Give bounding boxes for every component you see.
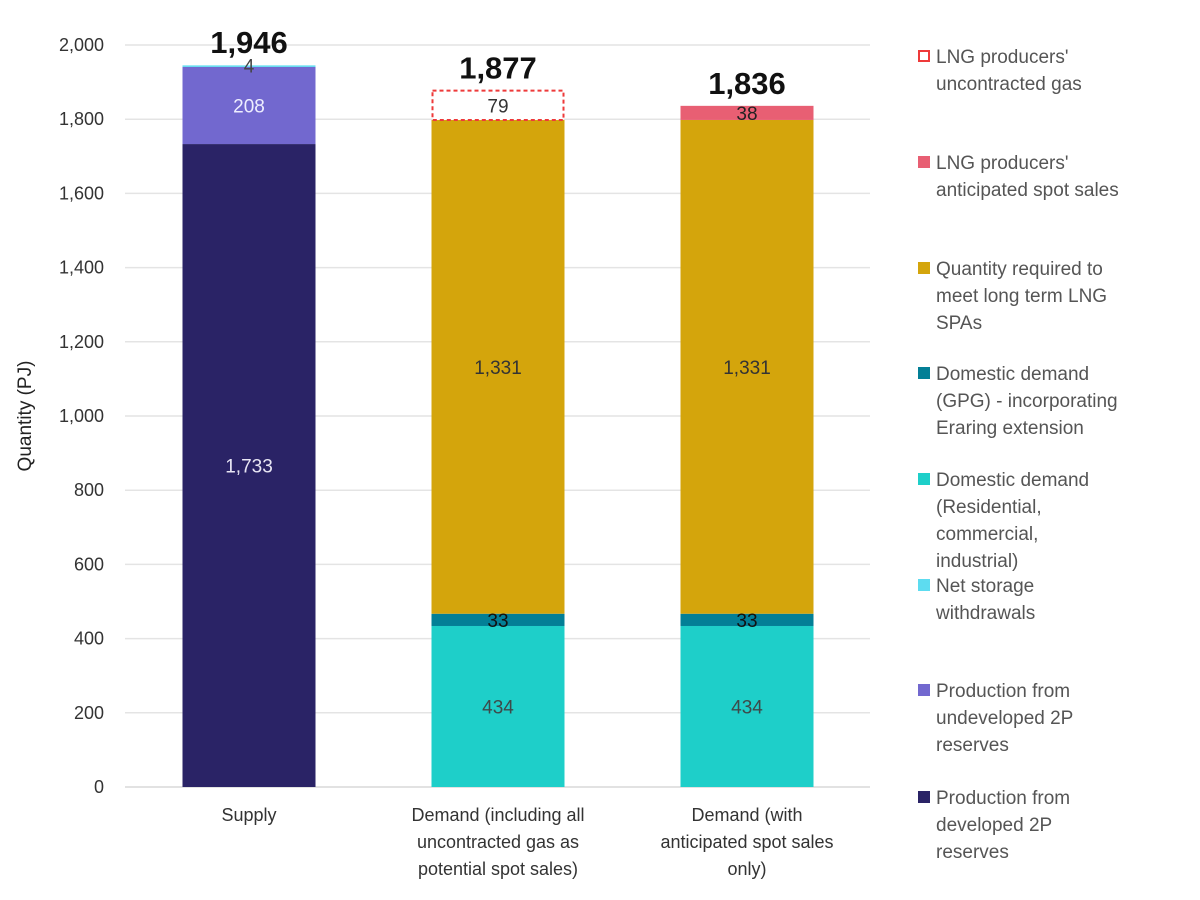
bar-stack bbox=[182, 65, 316, 787]
bar-segment bbox=[680, 613, 814, 626]
y-tick-label: 800 bbox=[74, 480, 104, 500]
legend-label: Production from undeveloped 2P reserves bbox=[936, 678, 1186, 759]
legend-label-line: Domestic demand bbox=[936, 470, 1090, 491]
legend-swatch bbox=[918, 367, 930, 379]
legend-label-line: uncontracted gas bbox=[936, 74, 1082, 95]
legend-swatch bbox=[918, 156, 930, 168]
legend-swatch bbox=[918, 473, 930, 485]
legend-label-line: LNG producers' bbox=[936, 153, 1069, 174]
y-axis-ticks: 0 200 400 600 800 1,000 1,200 1,400 1,600 1,800 2,… bbox=[59, 35, 104, 797]
legend-item: Production from developed 2P reserves bbox=[918, 785, 1186, 866]
legend-label-line: undeveloped 2P bbox=[936, 708, 1074, 729]
legend-label-line: reserves bbox=[936, 842, 1009, 863]
total-label: 1,946 bbox=[210, 25, 288, 60]
stacked-bar-chart: 0 200 400 600 800 1,000 1,200 1,400 1,600 1,800 2,… bbox=[15, 25, 870, 879]
y-tick-label: 400 bbox=[74, 629, 104, 649]
y-tick-label: 2,000 bbox=[59, 35, 104, 55]
data-label: 1,331 bbox=[723, 358, 771, 379]
data-label: 33 bbox=[487, 611, 508, 632]
total-label: 1,877 bbox=[459, 51, 537, 86]
data-label: 38 bbox=[736, 104, 757, 125]
legend-label-line: industrial) bbox=[936, 551, 1019, 572]
legend-label-line: LNG producers' bbox=[936, 47, 1069, 68]
legend-label-line: meet long term LNG bbox=[936, 286, 1108, 307]
y-tick-label: 1,200 bbox=[59, 332, 104, 352]
bar-segment bbox=[680, 625, 814, 787]
data-label: 4 bbox=[244, 56, 255, 77]
legend-label: LNG producers' uncontracted gas bbox=[936, 44, 1186, 98]
legend-label-line: Domestic demand bbox=[936, 364, 1090, 385]
bar-stack bbox=[431, 89, 565, 787]
legend-label-line: commercial, bbox=[936, 524, 1039, 545]
total-label: 1,836 bbox=[708, 66, 786, 101]
y-tick-label: 0 bbox=[94, 777, 104, 797]
bars bbox=[182, 65, 814, 787]
x-tick-label: Demand (including all bbox=[411, 805, 584, 825]
legend-label-line: developed 2P bbox=[936, 815, 1053, 836]
legend-label: Net storage withdrawals bbox=[936, 573, 1186, 627]
data-label: 1,733 bbox=[225, 457, 273, 478]
bar-segment bbox=[431, 89, 565, 121]
legend-label: Production from developed 2P reserves bbox=[936, 785, 1186, 866]
segment-labels: 1,733 208 4 434 33 1,331 79 434 33 1,331 38 bbox=[225, 56, 771, 718]
bar-segment bbox=[680, 119, 814, 614]
bar-segment bbox=[182, 65, 316, 67]
legend-label-line: Quantity required to bbox=[936, 259, 1103, 280]
legend-item: Quantity required to meet long term LNG SP… bbox=[918, 256, 1186, 337]
legend-swatch bbox=[918, 262, 930, 274]
bar-segment bbox=[431, 119, 565, 614]
y-tick-label: 200 bbox=[74, 703, 104, 723]
x-tick-label: anticipated spot sales bbox=[660, 832, 833, 852]
x-axis-category-labels: Supply Demand (including all uncontracted … bbox=[221, 805, 833, 879]
y-tick-label: 600 bbox=[74, 554, 104, 574]
legend-label-line: reserves bbox=[936, 735, 1009, 756]
legend-item: Domestic demand (GPG) - incorporating Erar… bbox=[918, 361, 1186, 442]
y-axis-label: Quantity (PJ) bbox=[15, 361, 36, 472]
legend-label: Domestic demand (GPG) - incorporating Erar… bbox=[936, 361, 1186, 442]
legend-label-line: SPAs bbox=[936, 313, 983, 334]
bar-segment bbox=[431, 613, 565, 626]
bar-segment bbox=[431, 625, 565, 787]
x-tick-label: potential spot sales) bbox=[418, 859, 578, 879]
legend-label: Quantity required to meet long term LNG SP… bbox=[936, 256, 1186, 337]
data-label: 434 bbox=[731, 697, 763, 718]
data-label: 1,331 bbox=[474, 358, 522, 379]
legend-label-line: Production from bbox=[936, 681, 1071, 702]
y-tick-label: 1,400 bbox=[59, 258, 104, 278]
y-tick-label: 1,800 bbox=[59, 109, 104, 129]
total-labels: 1,946 1,877 1,836 bbox=[210, 25, 786, 101]
data-label: 208 bbox=[233, 96, 265, 117]
data-label: 33 bbox=[736, 611, 757, 632]
legend-label: LNG producers' anticipated spot sales bbox=[936, 150, 1186, 204]
legend-label-line: (GPG) - incorporating bbox=[936, 391, 1118, 412]
legend-item: Production from undeveloped 2P reserves bbox=[918, 678, 1186, 759]
legend-item: LNG producers' uncontracted gas bbox=[918, 44, 1186, 98]
bar-stack bbox=[680, 105, 814, 787]
y-tick-label: 1,000 bbox=[59, 406, 104, 426]
data-label: 79 bbox=[487, 96, 508, 117]
legend-label-line: Production from bbox=[936, 788, 1071, 809]
x-tick-label: uncontracted gas as bbox=[417, 832, 579, 852]
legend-label-line: (Residential, bbox=[936, 497, 1042, 518]
legend-label-line: anticipated spot sales bbox=[936, 180, 1119, 201]
bar-segment bbox=[182, 66, 316, 145]
bar-segment bbox=[182, 144, 316, 787]
legend-label: Domestic demand (Residential, commercial, i… bbox=[936, 467, 1186, 575]
legend-label-line: Eraring extension bbox=[936, 418, 1084, 439]
legend-swatch bbox=[918, 684, 930, 696]
legend-item: LNG producers' anticipated spot sales bbox=[918, 150, 1186, 204]
legend-item: Domestic demand (Residential, commercial, i… bbox=[918, 467, 1186, 575]
x-tick-label: only) bbox=[727, 859, 766, 879]
legend-label-line: Net storage bbox=[936, 576, 1035, 597]
bar-segment bbox=[680, 105, 814, 120]
x-tick-label: Supply bbox=[221, 805, 276, 825]
x-tick-label: Demand (with bbox=[691, 805, 802, 825]
legend-swatch bbox=[918, 791, 930, 803]
y-tick-label: 1,600 bbox=[59, 183, 104, 203]
legend-label-line: withdrawals bbox=[936, 603, 1036, 624]
legend-swatch bbox=[918, 50, 930, 62]
legend-item: Net storage withdrawals bbox=[918, 573, 1186, 627]
legend-swatch bbox=[918, 579, 930, 591]
data-label: 434 bbox=[482, 697, 514, 718]
